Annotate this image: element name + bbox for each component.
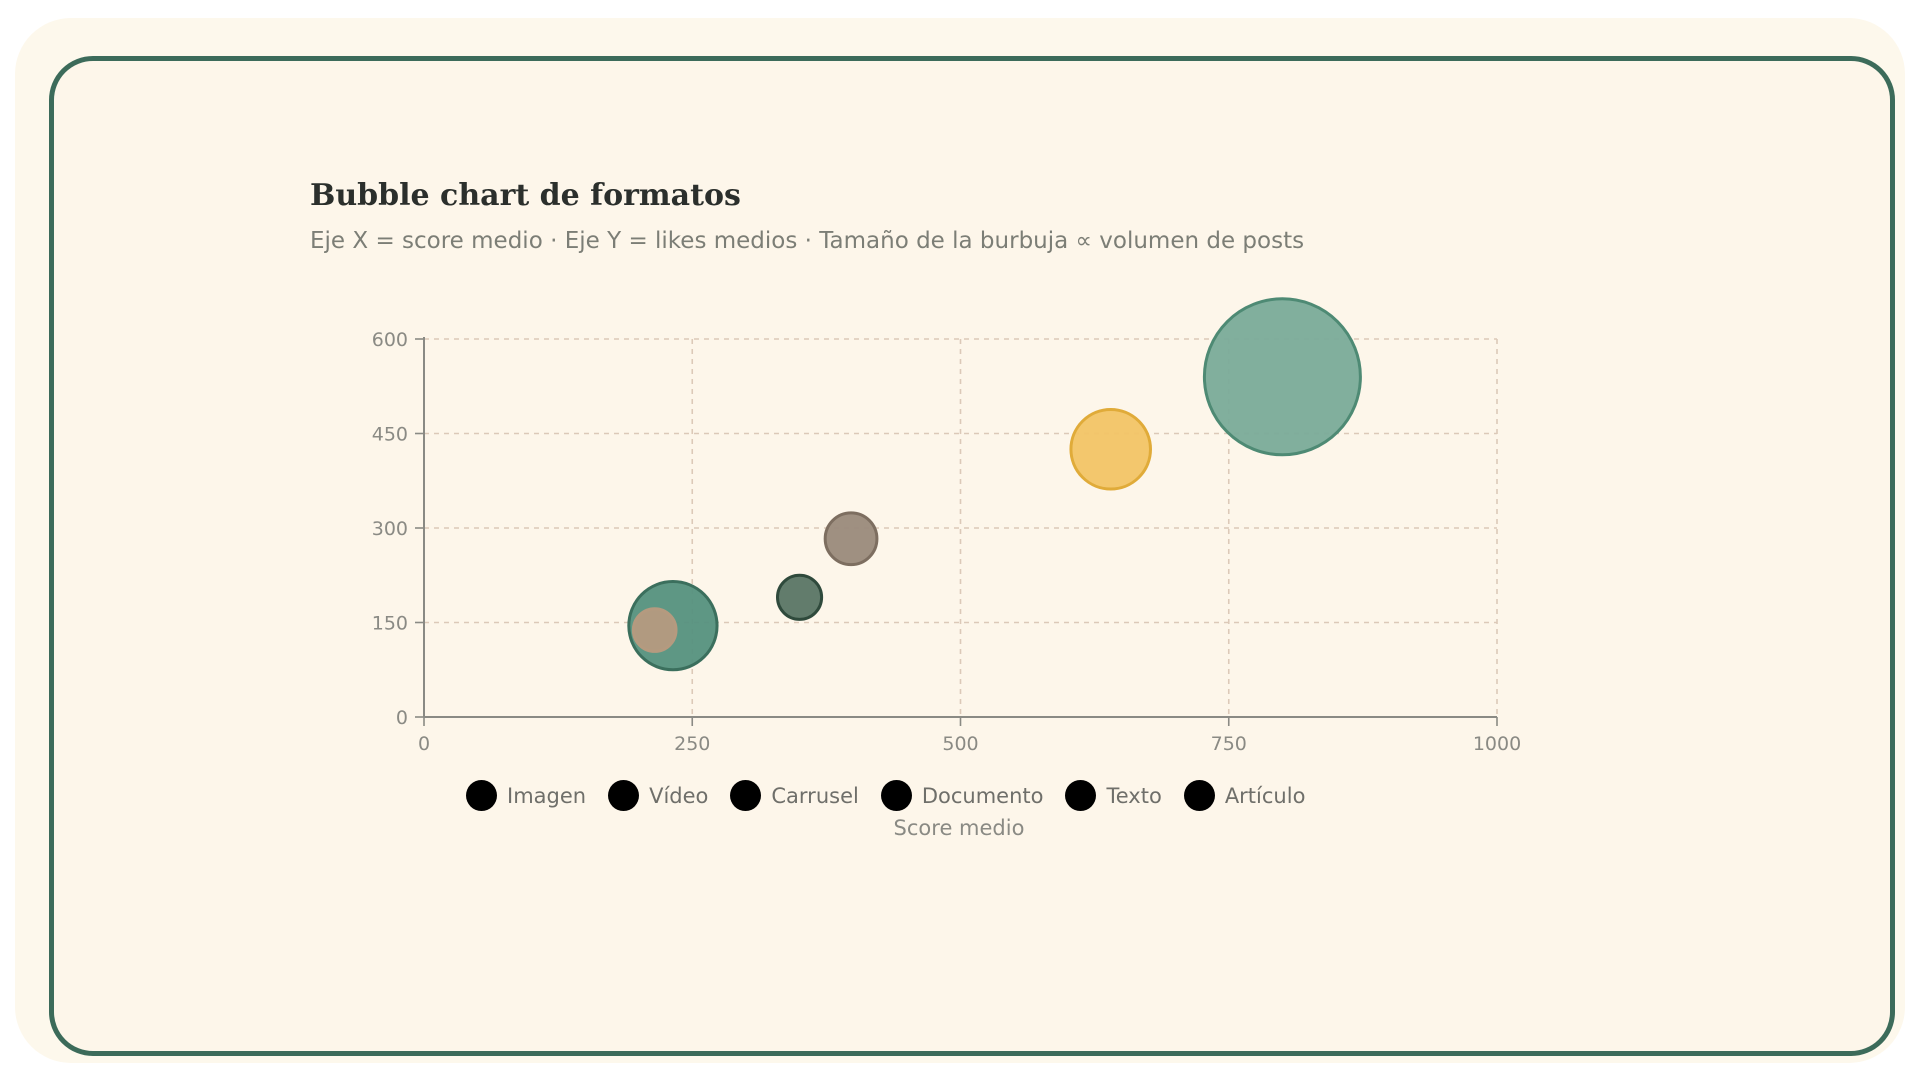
legend-item: Texto [1065, 780, 1162, 811]
bubble [1069, 407, 1152, 491]
legend-swatch [730, 780, 762, 811]
x-tick-label: 750 [1211, 733, 1247, 755]
legend-swatch [1183, 780, 1215, 811]
y-tick-label: 600 [372, 329, 408, 351]
y-tick-label: 0 [396, 707, 408, 729]
page-background [15, 18, 1905, 1063]
chart-card [49, 56, 1895, 1056]
x-tick-label: 250 [674, 733, 710, 755]
x-tick-label: 500 [942, 733, 978, 755]
legend-label: Texto [1106, 783, 1162, 808]
legend-item: Documento [880, 780, 1044, 811]
y-axis-ticks: 0 150 300 450 600 [372, 329, 424, 729]
bubbles [627, 297, 1362, 672]
legend: Imagen Vídeo Carrusel Documento Texto Artícul… [466, 780, 1327, 811]
legend-label: Documento [921, 783, 1044, 808]
y-tick-label: 300 [372, 518, 408, 540]
legend-label: Vídeo [649, 783, 709, 808]
legend-swatch [466, 780, 497, 811]
x-tick-label: 0 [418, 733, 430, 755]
legend-swatch [1065, 780, 1097, 811]
bubble [823, 511, 879, 567]
legend-item: Vídeo [608, 780, 708, 811]
y-tick-label: 150 [372, 613, 408, 635]
chart-subtitle: Eje X = score medio · Eje Y = likes medi… [310, 228, 1305, 254]
legend-swatch [880, 780, 912, 811]
legend-label: Artículo [1224, 783, 1306, 808]
x-axis-ticks: 0 250 500 750 1000 [418, 717, 1521, 755]
legend-item: Carrusel [730, 780, 859, 811]
y-tick-label: 450 [372, 424, 408, 446]
legend-label: Imagen [507, 783, 587, 808]
legend-item: Artículo [1183, 780, 1306, 811]
legend-label: Carrusel [771, 783, 859, 808]
legend-item: Imagen [466, 780, 586, 811]
x-axis-label: Score medio [894, 816, 1025, 840]
x-tick-label: 1000 [1473, 733, 1521, 755]
bubble [775, 573, 824, 621]
bubble [1202, 297, 1362, 457]
legend-swatch [608, 780, 640, 811]
chart-title: Bubble chart de formatos [310, 178, 741, 213]
bubble [631, 607, 678, 653]
